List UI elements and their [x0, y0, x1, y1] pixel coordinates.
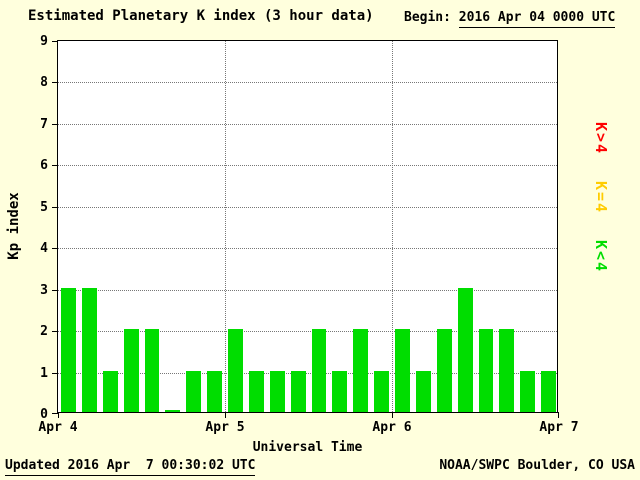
- kp-bar: [290, 370, 306, 412]
- updated-timestamp: Updated 2016 Apr 7 00:30:02 UTC: [5, 458, 256, 476]
- page-title: Estimated Planetary K index (3 hour data…: [28, 8, 374, 24]
- y-tick-mark: [52, 206, 58, 208]
- x-axis-title: Universal Time: [252, 440, 363, 455]
- y-tick-label: 0: [40, 407, 48, 422]
- x-tick-label: Apr 7: [539, 420, 579, 435]
- y-tick-label: 5: [40, 199, 48, 215]
- y-tick-label: 7: [40, 116, 48, 132]
- kp-bar: [332, 370, 348, 412]
- gridline-horizontal: [58, 248, 557, 250]
- gridline-horizontal: [58, 206, 557, 208]
- kp-bar: [81, 287, 97, 412]
- gridline-horizontal: [58, 289, 557, 291]
- x-tick-mark: [392, 412, 393, 418]
- y-tick-mark: [52, 165, 58, 167]
- kp-bar: [186, 370, 202, 412]
- y-tick-mark: [52, 41, 58, 42]
- legend-item: K=4: [592, 181, 610, 215]
- kp-bar: [374, 370, 389, 412]
- gridline-horizontal: [58, 372, 557, 374]
- x-tick-mark: [225, 412, 226, 418]
- kp-bar: [415, 370, 431, 412]
- kp-bar: [102, 370, 118, 412]
- x-tick-label: Apr 5: [205, 420, 245, 435]
- y-tick-mark: [52, 82, 58, 84]
- kp-bar: [123, 329, 139, 412]
- kp-bar: [207, 370, 222, 412]
- kp-bar: [311, 329, 327, 412]
- y-tick-mark: [52, 248, 58, 250]
- y-tick-mark: [52, 331, 58, 333]
- kp-bar: [228, 329, 243, 412]
- y-tick-label: 1: [40, 365, 48, 381]
- kp-bar: [457, 287, 473, 412]
- kp-bar: [520, 370, 536, 412]
- y-tick-mark: [52, 289, 58, 291]
- kp-bar: [478, 329, 494, 412]
- source-credit: NOAA/SWPC Boulder, CO USA: [439, 458, 635, 473]
- plot-area: 0 1 2 3 4 5 6 7 8 9 Apr 4 Apr 5 Apr 6 Apr 7: [38, 35, 578, 435]
- gridline-horizontal: [58, 82, 557, 84]
- gridline-vertical: [225, 41, 226, 412]
- y-tick-label: 6: [40, 158, 48, 174]
- begin-label: Begin:: [404, 10, 451, 25]
- gridline-horizontal: [58, 165, 557, 167]
- y-tick-label: 8: [40, 75, 48, 91]
- y-tick-mark: [52, 372, 58, 374]
- kp-bar: [144, 329, 160, 412]
- gridline-vertical: [392, 41, 393, 412]
- x-tick-label: Apr 6: [372, 420, 412, 435]
- y-tick-label: 4: [40, 241, 48, 257]
- gridline-horizontal: [58, 331, 557, 333]
- y-tick-mark: [52, 123, 58, 125]
- gridline-horizontal: [58, 123, 557, 125]
- y-tick-label: 2: [40, 324, 48, 340]
- kp-bar: [269, 370, 285, 412]
- kp-bar: [353, 329, 369, 412]
- kp-bar: [499, 329, 515, 412]
- begin-value: 2016 Apr 04 0000 UTC: [458, 10, 616, 28]
- begin-time: Begin: 2016 Apr 04 0000 UTC: [404, 10, 616, 28]
- y-tick-mark: [52, 413, 58, 414]
- kp-bar: [61, 287, 76, 412]
- kp-bar: [395, 329, 410, 412]
- kp-bar: [436, 329, 452, 412]
- y-tick-label: 3: [40, 282, 48, 298]
- kp-bar: [165, 410, 181, 412]
- x-tick-label: Apr 4: [38, 420, 78, 435]
- legend-item: K>4: [592, 122, 610, 156]
- legend: K>4 K=4 K<4: [592, 122, 610, 273]
- x-tick-mark: [558, 412, 559, 418]
- legend-item: K<4: [592, 240, 610, 274]
- kp-bar: [541, 370, 556, 412]
- y-tick-label: 9: [40, 34, 48, 49]
- kp-bar: [248, 370, 264, 412]
- x-tick-mark: [58, 412, 59, 418]
